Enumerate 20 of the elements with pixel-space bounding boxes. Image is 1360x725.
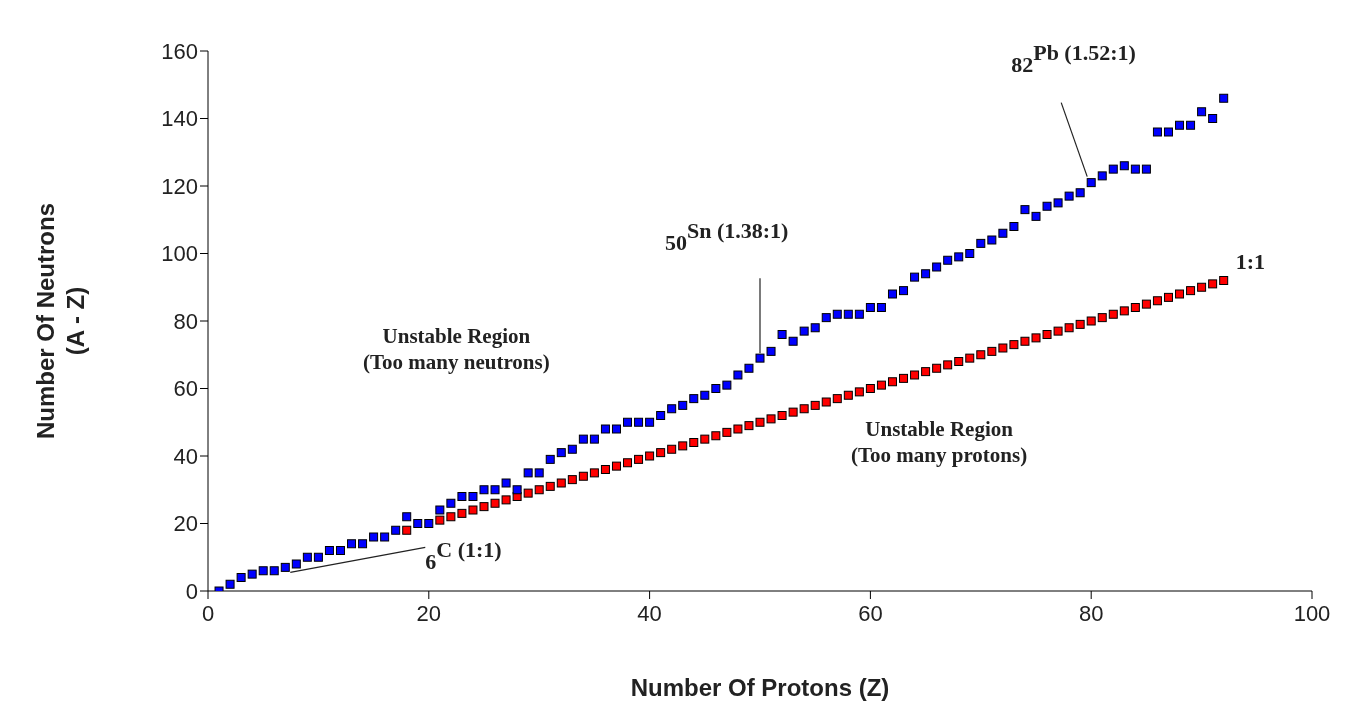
y-tick-label: 100 xyxy=(161,241,198,267)
y-tick-label: 20 xyxy=(173,511,198,537)
y-axis-title: Number Of Neutrons (A - Z) xyxy=(32,202,89,440)
x-tick-label: 0 xyxy=(201,600,215,626)
y-tick-label: 120 xyxy=(161,173,198,199)
annotation: Unstable Region (Too many neutrons) xyxy=(363,323,550,375)
x-tick-label: 60 xyxy=(858,600,883,626)
x-tick-label: 40 xyxy=(637,600,662,626)
x-tick-label: 80 xyxy=(1078,600,1104,626)
annotation: Unstable Region (Too many protons) xyxy=(851,416,1028,468)
y-tick-label: 160 xyxy=(161,38,198,64)
y-tick-label: 140 xyxy=(161,106,198,132)
y-tick-label: 0 xyxy=(185,578,198,604)
y-tick-label: 40 xyxy=(173,443,198,469)
y-tick-label: 60 xyxy=(173,376,198,402)
x-tick-label: 100 xyxy=(1293,600,1331,626)
annotation: 1:1 xyxy=(1235,248,1266,274)
x-tick-label: 20 xyxy=(416,600,442,626)
x-axis-title: Number Of Protons (Z) xyxy=(630,674,890,701)
y-tick-label: 80 xyxy=(173,308,198,334)
